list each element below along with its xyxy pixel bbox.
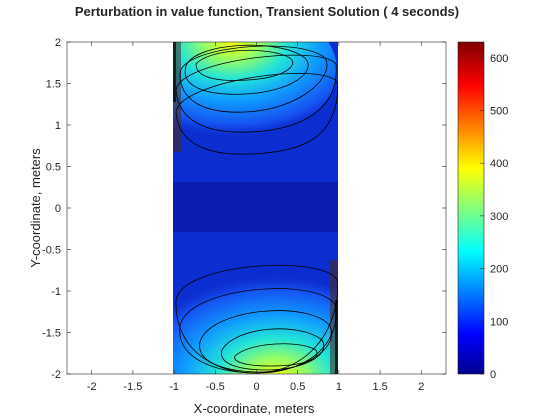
x-tick-label: 0.5 bbox=[290, 381, 305, 393]
x-tick-label: -2 bbox=[87, 381, 97, 393]
y-tick-label: 0 bbox=[55, 203, 61, 215]
colorbar-tick-label: 500 bbox=[490, 106, 508, 118]
y-axis-ticks: 2 1.5 1 0.5 0 -0.5 -1 -1.5 -2 bbox=[42, 37, 446, 381]
x-tick-label: 1.5 bbox=[372, 381, 387, 393]
colorbar-tick-label: 300 bbox=[490, 211, 508, 223]
x-tick-label: -1 bbox=[169, 381, 179, 393]
chart-title: Perturbation in value function, Transien… bbox=[75, 4, 459, 19]
colorbar bbox=[457, 41, 485, 375]
colorbar-ticks: 600 500 400 300 200 100 0 bbox=[480, 53, 508, 381]
y-tick-label: 1 bbox=[55, 120, 61, 132]
colorbar-tick-label: 100 bbox=[490, 316, 508, 328]
heatmap-field bbox=[173, 42, 338, 374]
y-tick-label: 0.5 bbox=[46, 162, 61, 174]
x-tick-label: 2 bbox=[418, 381, 424, 393]
y-tick-label: -1.5 bbox=[42, 328, 61, 340]
x-axis-ticks: -2 -1.5 -1 -0.5 0 0.5 1 1.5 2 bbox=[87, 42, 424, 393]
x-tick-label: -0.5 bbox=[206, 381, 225, 393]
x-axis-label: X-coordinate, meters bbox=[194, 401, 315, 416]
colorbar-tick-label: 200 bbox=[490, 264, 508, 276]
y-axis-label: Y-coordinate, meters bbox=[28, 148, 43, 268]
colorbar-tick-label: 600 bbox=[490, 53, 508, 65]
y-tick-label: -0.5 bbox=[42, 245, 61, 257]
contour-lines bbox=[175, 44, 338, 374]
y-tick-label: -1 bbox=[51, 286, 61, 298]
x-tick-label: 0 bbox=[253, 381, 259, 393]
x-tick-label: 1 bbox=[336, 381, 342, 393]
x-tick-label: -1.5 bbox=[123, 381, 142, 393]
y-tick-label: 2 bbox=[55, 37, 61, 49]
colorbar-tick-label: 0 bbox=[490, 369, 496, 381]
colorbar-tick-label: 400 bbox=[490, 158, 508, 170]
y-tick-label: 1.5 bbox=[46, 79, 61, 91]
y-tick-label: -2 bbox=[51, 369, 61, 381]
